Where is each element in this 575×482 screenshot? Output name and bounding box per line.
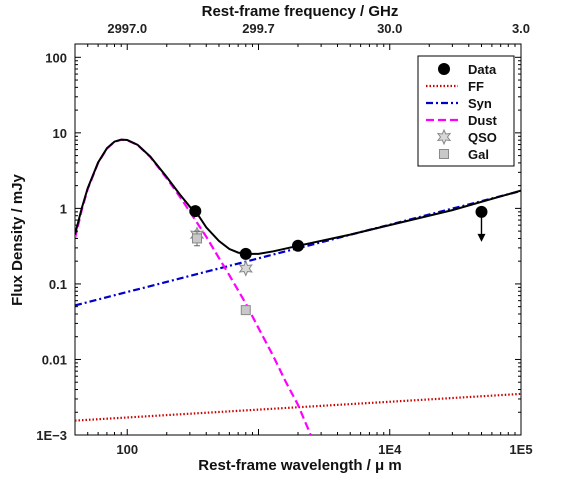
legend-data-symbol bbox=[438, 63, 450, 75]
legend-ff-label: FF bbox=[468, 79, 484, 94]
series-data-point bbox=[292, 239, 304, 252]
y-axis-title: Flux Density / mJy bbox=[9, 173, 26, 305]
upper-limit-arrowhead bbox=[477, 233, 486, 242]
ticks-layer: 100 1E4 1E5 2997.0 299.7 30.0 3.0 1E−3 0.01 0.1 1 1… bbox=[36, 21, 532, 457]
series-layer bbox=[75, 138, 521, 435]
y-tick-label: 1 bbox=[60, 201, 67, 216]
legend-data-label: Data bbox=[468, 62, 497, 77]
series-data-point bbox=[189, 205, 202, 218]
series-gal-point bbox=[240, 305, 251, 316]
top-x-tick-label: 299.7 bbox=[242, 21, 275, 36]
series-gal-point bbox=[191, 233, 202, 244]
top-x-axis-title: Rest-frame frequency / GHz bbox=[202, 3, 399, 20]
y-tick-label: 10 bbox=[53, 126, 67, 141]
legend: Data FF Syn Dust QSO Gal bbox=[417, 55, 515, 167]
y-tick-label: 1E−3 bbox=[36, 428, 67, 443]
legend-gal-label: Gal bbox=[468, 147, 489, 162]
y-tick-label: 0.1 bbox=[49, 277, 67, 292]
top-x-tick-label: 30.0 bbox=[377, 21, 402, 36]
legend-box bbox=[417, 55, 515, 167]
y-tick-label: 0.01 bbox=[42, 352, 67, 367]
x-axis-title: Rest-frame wavelength / μ m bbox=[198, 457, 401, 474]
y-tick-label: 100 bbox=[45, 50, 67, 65]
x-tick-label: 1E5 bbox=[509, 442, 532, 457]
top-x-tick-label: 2997.0 bbox=[107, 21, 147, 36]
series-dust-line bbox=[75, 138, 312, 435]
x-tick-label: 1E4 bbox=[378, 442, 402, 457]
series-ff-line bbox=[75, 392, 521, 422]
top-x-tick-label: 3.0 bbox=[512, 21, 530, 36]
legend-syn-label: Syn bbox=[468, 96, 492, 111]
legend-gal-symbol bbox=[439, 149, 449, 159]
series-data-point bbox=[239, 247, 252, 260]
series-qso-point bbox=[238, 260, 253, 277]
legend-qso-symbol bbox=[436, 128, 452, 146]
legend-dust-label: Dust bbox=[468, 113, 498, 128]
legend-qso-label: QSO bbox=[468, 130, 497, 145]
x-tick-label: 100 bbox=[116, 442, 138, 457]
